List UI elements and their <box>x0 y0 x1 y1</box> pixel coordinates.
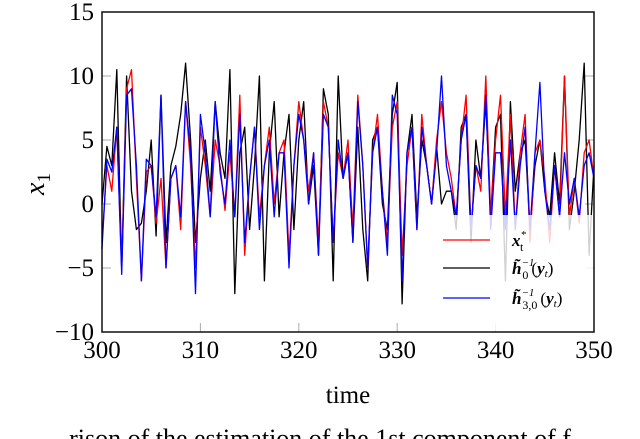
legend: x* t h̃−1 0 (yt) h̃−1 3,0 (yt) <box>443 229 562 312</box>
y-tick-label: 15 <box>69 0 94 26</box>
x-axis-label: time <box>326 382 370 409</box>
series-lines <box>101 62 595 305</box>
legend-label-2: h̃−1 3,0 (yt) <box>512 287 562 312</box>
series-line-2 <box>101 75 595 295</box>
x-tick-label: 310 <box>182 337 220 364</box>
x-tick-label: 330 <box>378 337 416 364</box>
plot-frame <box>101 11 595 333</box>
line-chart: 300 310 320 330 340 350 15 10 5 0 −5 −10 time x1 x… <box>20 0 613 409</box>
legend-background <box>434 215 593 331</box>
y-tick-label: −5 <box>67 255 94 282</box>
y-tick-label: 10 <box>69 63 94 90</box>
x-tick-labels: 300 310 320 330 340 350 <box>83 337 613 364</box>
y-tick-label: −10 <box>55 319 94 346</box>
legend-label-1: h̃−1 0 (yt) <box>512 257 553 282</box>
x-tick-label: 320 <box>280 337 318 364</box>
y-tick-label: 5 <box>82 127 95 154</box>
legend-label-0: x* t <box>511 229 527 254</box>
y-tick-label: 0 <box>82 191 95 218</box>
x-tick-label: 350 <box>575 337 613 364</box>
x-tick-label: 300 <box>83 337 121 364</box>
caption-fragment: rison of the estimation of the 1st compo… <box>69 424 571 439</box>
x-tick-label: 340 <box>477 337 515 364</box>
y-axis-label: x1 <box>20 173 55 196</box>
y-tick-labels: 15 10 5 0 −5 −10 <box>55 0 94 346</box>
